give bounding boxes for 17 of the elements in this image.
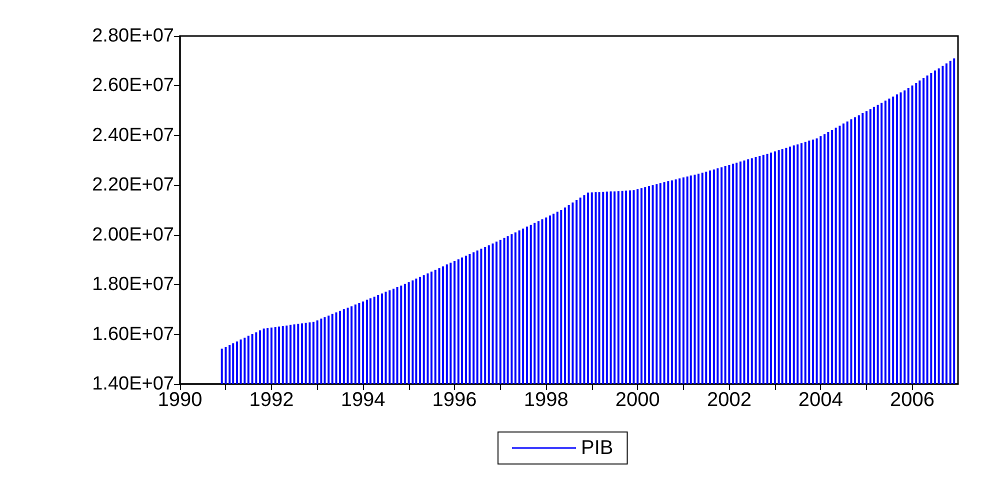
y-tick-label: 2.60E+07: [92, 75, 174, 96]
x-tick-label: 1996: [432, 389, 477, 411]
y-tick-label: 2.80E+07: [92, 26, 174, 46]
x-tick-label: 1994: [340, 389, 386, 411]
y-tick-label: 2.00E+07: [92, 224, 174, 246]
legend-label: PIB: [581, 437, 614, 459]
x-tick-label: 2006: [890, 389, 935, 411]
x-tick-label: 1990: [158, 389, 202, 411]
x-tick-label: 2000: [615, 389, 660, 411]
y-tick-label: 2.20E+07: [92, 174, 174, 196]
y-tick-label: 1.80E+07: [92, 274, 174, 296]
x-tick-label: 2002: [706, 389, 752, 411]
y-tick-label: 1.60E+07: [92, 324, 174, 345]
x-tick-label: 2004: [798, 389, 843, 411]
x-tick-label: 1998: [524, 389, 568, 411]
x-tick-label: 1992: [249, 389, 294, 411]
y-tick-label: 2.40E+07: [92, 124, 174, 146]
